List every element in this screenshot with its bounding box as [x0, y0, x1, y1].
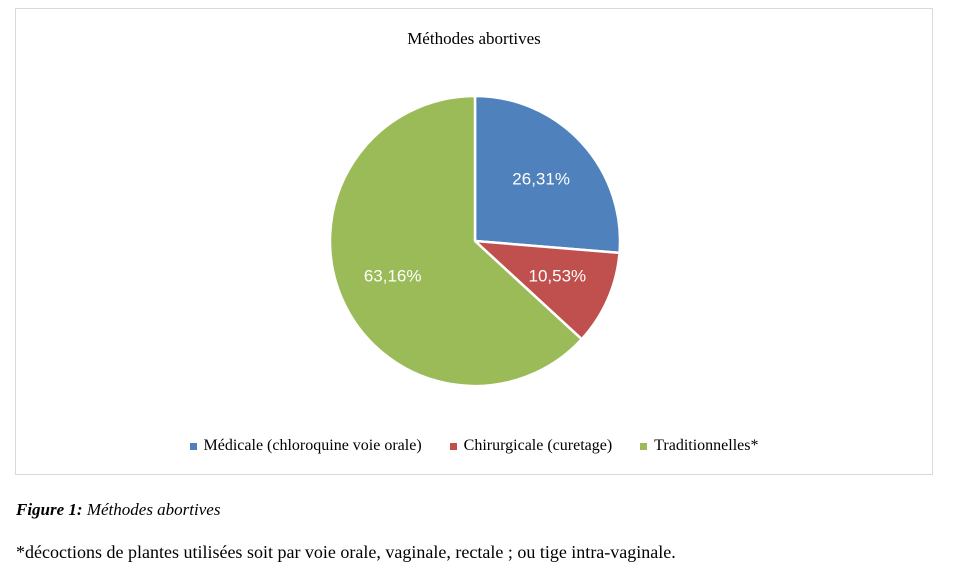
- figure-caption: Figure 1: Méthodes abortives: [16, 500, 220, 520]
- pie-chart: 26,31% 10,53% 63,16%: [328, 94, 622, 388]
- legend-swatch-chirurgicale: [449, 442, 457, 450]
- data-label-medicale: 26,31%: [512, 170, 570, 189]
- data-label-traditionnelles: 63,16%: [364, 267, 422, 286]
- figure-caption-text: Méthodes abortives: [86, 500, 221, 519]
- legend-swatch-traditionnelles: [640, 442, 648, 450]
- legend-item-medicale: Médicale (chloroquine voie orale): [189, 437, 422, 455]
- pie-slice-medicale: [473, 94, 622, 255]
- pie-slice-traditionnelles: [328, 94, 583, 388]
- chart-title: Méthodes abortives: [407, 29, 541, 48]
- chart-legend: Médicale (chloroquine voie orale) Chirur…: [16, 437, 932, 455]
- legend-swatch-medicale: [189, 442, 197, 450]
- figure-caption-number: Figure 1:: [16, 500, 83, 519]
- legend-label-traditionnelles: Traditionnelles*: [654, 437, 759, 454]
- pie-slice-chirurgicale: [473, 239, 621, 341]
- legend-item-chirurgicale: Chirurgicale (curetage): [449, 437, 613, 455]
- data-label-chirurgicale: 10,53%: [529, 267, 587, 286]
- legend-label-medicale: Médicale (chloroquine voie orale): [203, 437, 422, 454]
- legend-item-traditionnelles: Traditionnelles*: [640, 437, 758, 455]
- chart-frame: Méthodes abortives 26,31% 10,53% 63,16% Mé…: [15, 8, 933, 475]
- footnote: *décoctions de plantes utilisées soit pa…: [16, 542, 676, 562]
- legend-label-chirurgicale: Chirurgicale (curetage): [463, 437, 613, 454]
